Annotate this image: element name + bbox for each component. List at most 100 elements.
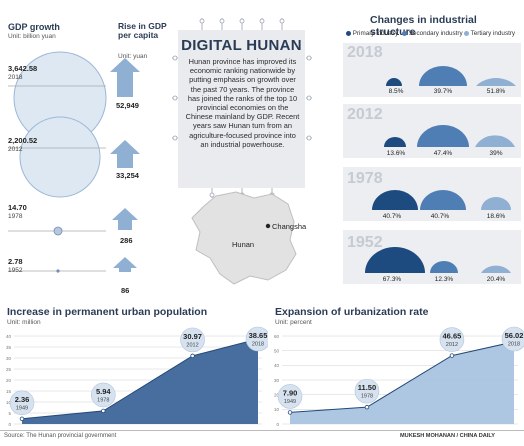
area-fill [290, 341, 514, 424]
series-line [21, 338, 259, 420]
data-label: 2.36 [15, 395, 30, 404]
y-tick-label: 30 [274, 378, 280, 383]
data-label: 56.02 [505, 331, 524, 340]
urban-rate-title: Expansion of urbanization rate [275, 306, 429, 318]
urban-rate-unit: Unit: percent [275, 319, 312, 326]
y-tick-label: 10 [274, 407, 280, 412]
value-badge [180, 327, 205, 353]
x-tick-label: 1978 [361, 394, 373, 400]
data-label: 5.94 [96, 387, 111, 396]
gdp-title: GDP growth [8, 22, 60, 32]
y-tick-label: 0 [8, 422, 11, 427]
pct-1952-secondary: 12.3% [434, 276, 454, 283]
x-tick-label: 1949 [16, 405, 28, 411]
value-badge [9, 390, 35, 416]
value-badge [277, 384, 303, 409]
series-line [289, 341, 515, 413]
dome-1978-secondary [420, 190, 466, 210]
gdp-circle-2012 [19, 116, 101, 198]
dome-2018-tertiary [476, 78, 516, 86]
y-tick-label: 30 [6, 356, 12, 361]
gdp-year-2012: 2012 [8, 146, 23, 153]
y-tick-label: 5 [8, 411, 11, 416]
per-capita-arrow-1952 [113, 257, 137, 272]
gdp-section: GDP growth Unit: billion yuan Rise in GD… [0, 0, 176, 300]
y-tick-label: 60 [274, 334, 280, 339]
gdp-value-1952: 2.78 [8, 257, 23, 266]
footer-divider [0, 430, 524, 431]
dome-1952-tertiary [481, 265, 511, 273]
y-tick-label: 0 [276, 422, 279, 427]
dome-1952-secondary [430, 261, 458, 273]
per-capita-arrow-1978 [112, 208, 138, 230]
dome-1978-primary [372, 190, 418, 210]
data-point [449, 353, 455, 358]
industry-year-1978: 1978 [347, 170, 383, 187]
legend-tertiary-label: Tertiary industry [470, 30, 516, 37]
dome-2012-secondary [417, 125, 469, 147]
data-label: 11.50 [358, 383, 376, 392]
pct-1952-tertiary: 20.4% [486, 276, 506, 283]
legend-secondary-swatch [402, 30, 407, 36]
legend-tertiary: Tertiary industry [464, 30, 515, 37]
y-tick-label: 20 [274, 392, 280, 397]
y-tick-label: 15 [6, 389, 12, 394]
area-fill [22, 338, 258, 424]
value-badge [354, 378, 380, 404]
data-label: 46.65 [443, 332, 462, 341]
y-tick-label: 40 [274, 363, 280, 368]
dome-2012-primary [384, 137, 406, 147]
gdp-year-1978: 1978 [8, 213, 23, 220]
pct-1978-primary: 40.7% [382, 213, 402, 220]
legend-tertiary-swatch [464, 30, 469, 36]
legend-primary: Primary industry [346, 30, 398, 37]
dome-2012-tertiary [475, 135, 515, 147]
gdp-value-2012: 2,200.52 [8, 136, 38, 145]
gdp-dot-1978 [53, 226, 63, 236]
dome-1952-primary [365, 247, 425, 273]
legend-secondary-label: Secondary industry [408, 30, 463, 37]
legend-secondary: Secondary industry [402, 30, 463, 37]
per-capita-arrow-2012 [110, 140, 140, 168]
urban-pop-title: Increase in permanent urban population [7, 306, 208, 318]
intro-paragraph: Hunan province has improved its economic… [185, 57, 300, 149]
changsha-marker [265, 223, 271, 229]
value-badge [245, 326, 268, 352]
value-badge [501, 326, 524, 352]
data-label: 30.97 [183, 332, 202, 341]
urban-pop-unit: Unit: million [7, 319, 41, 326]
y-tick-label: 10 [6, 400, 12, 405]
page-title: DIGITAL HUNAN [181, 37, 302, 54]
data-label: 7.90 [283, 388, 298, 397]
industry-year-2018: 2018 [347, 44, 383, 61]
pct-1952-primary: 67.3% [382, 276, 402, 283]
pct-1978-secondary: 40.7% [430, 213, 450, 220]
per-capita-value-2018: 52,949 [116, 101, 139, 110]
gdp-year-2018: 2018 [8, 74, 23, 81]
per-capita-value-2012: 33,254 [116, 171, 139, 180]
dome-2018-secondary [419, 66, 467, 86]
y-tick-label: 35 [6, 345, 12, 350]
gdp-value-1978: 14.70 [8, 203, 27, 212]
data-point [364, 404, 370, 410]
per-capita-arrow-2018 [110, 58, 140, 97]
y-tick-label: 50 [274, 348, 280, 353]
gdp-graphic [8, 51, 140, 273]
industry-year-2012: 2012 [347, 106, 383, 123]
gdp-dot-1952 [56, 269, 60, 273]
legend-primary-label: Primary industry [352, 30, 399, 37]
x-tick-label: 2012 [186, 342, 198, 348]
x-tick-label: 1978 [97, 397, 109, 403]
pct-1978-tertiary: 18.6% [486, 213, 506, 220]
intro-box [178, 30, 305, 188]
map-province-label: Hunan [232, 240, 255, 249]
hunan-map [191, 191, 297, 285]
gdp-year-1952: 1952 [8, 267, 23, 274]
province-shape [191, 191, 297, 285]
urban-pop-chart: 05101520253035402.3619495.94197830.97201… [6, 326, 268, 427]
x-tick-label: 2018 [508, 342, 520, 348]
x-tick-label: 2018 [252, 342, 264, 348]
chip-graphic [172, 18, 312, 198]
gdp-per-capita-title: Rise in GDP per capita [118, 21, 167, 40]
per-capita-value-1952: 86 [121, 286, 130, 295]
